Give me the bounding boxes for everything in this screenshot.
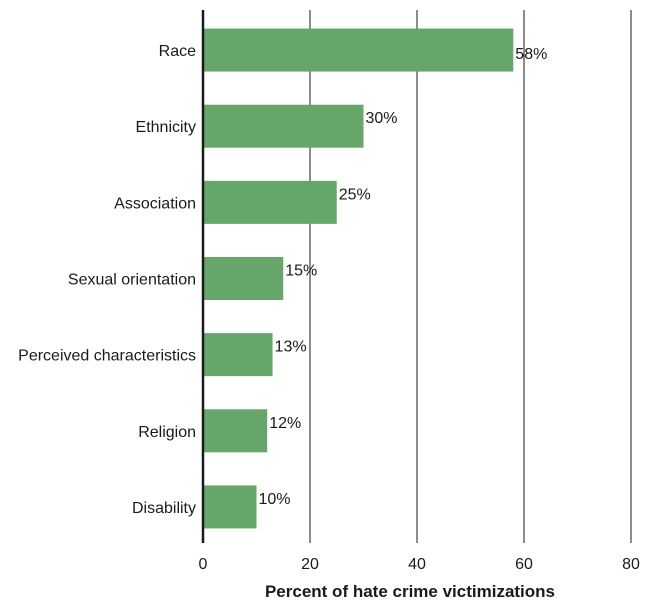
x-tick-label: 0 bbox=[199, 556, 208, 573]
bar-race bbox=[203, 28, 514, 72]
x-tick-label: 60 bbox=[515, 556, 533, 573]
category-label: Perceived characteristics bbox=[18, 348, 196, 365]
value-label: 25% bbox=[339, 186, 371, 203]
bar-perceived-characteristics bbox=[203, 333, 273, 377]
category-label: Religion bbox=[138, 424, 196, 441]
category-label: Association bbox=[114, 195, 196, 212]
bar-sexual-orientation bbox=[203, 257, 284, 300]
category-label: Ethnicity bbox=[136, 119, 196, 136]
value-labels: 58% 30% 25% 15% 13% 12% 10% bbox=[259, 46, 548, 508]
x-tick-label: 80 bbox=[622, 556, 640, 573]
bars bbox=[203, 28, 514, 529]
category-label: Sexual orientation bbox=[68, 272, 196, 289]
x-tick-labels: 0 20 40 60 80 bbox=[199, 556, 640, 573]
bar-ethnicity bbox=[203, 104, 364, 148]
x-axis-title: Percent of hate crime victimizations bbox=[265, 582, 555, 601]
value-label: 13% bbox=[275, 339, 307, 356]
x-tick-label: 20 bbox=[301, 556, 319, 573]
category-label: Disability bbox=[132, 500, 196, 517]
x-tick-label: 40 bbox=[408, 556, 426, 573]
category-labels: Race Ethnicity Association Sexual orientati… bbox=[18, 43, 196, 517]
bar-association bbox=[203, 180, 337, 224]
value-label: 12% bbox=[269, 415, 301, 432]
value-label: 10% bbox=[259, 491, 291, 508]
value-label: 58% bbox=[515, 46, 547, 63]
value-label: 15% bbox=[285, 263, 317, 280]
bar-disability bbox=[203, 485, 257, 529]
grid-lines bbox=[309, 10, 632, 543]
value-label: 30% bbox=[366, 110, 398, 127]
category-label: Race bbox=[159, 43, 196, 60]
bar-religion bbox=[203, 409, 268, 453]
